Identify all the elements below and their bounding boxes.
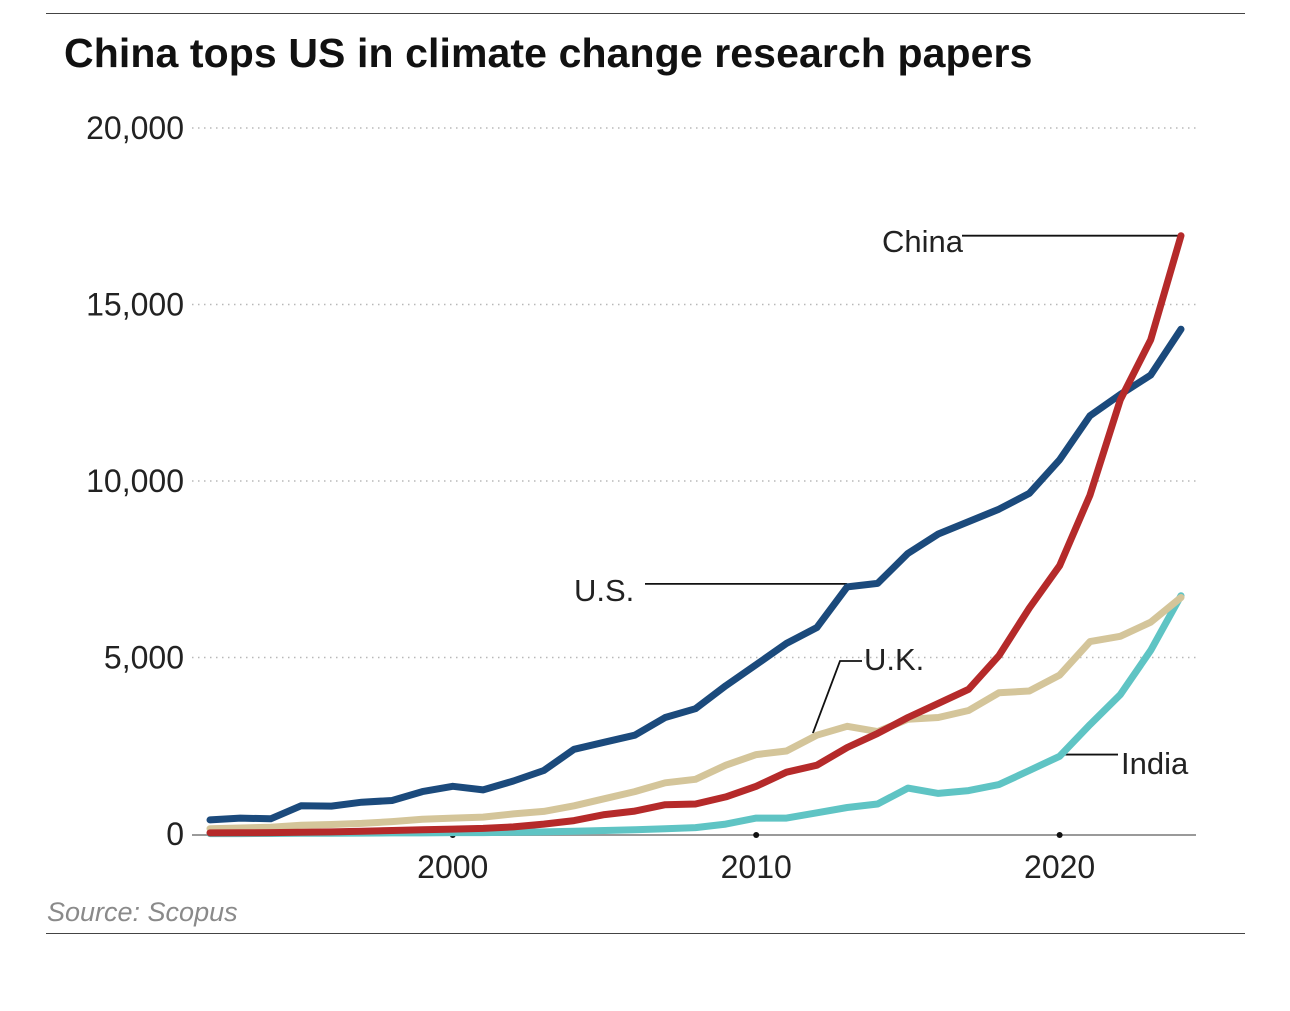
y-tick-label-0: 0: [166, 816, 184, 852]
leader-line-uk: [812, 660, 862, 734]
y-axis-tick-labels: 0 5,000 10,000 15,000 20,000: [86, 110, 184, 852]
x-axis-tick-labels: 2000 2010 2020: [417, 849, 1095, 885]
top-rule: [46, 13, 1245, 14]
gridlines: [192, 127, 1196, 659]
x-tick-label-2020: 2020: [1024, 849, 1095, 885]
bottom-rule: [46, 933, 1245, 934]
series-label-china: China: [882, 224, 964, 259]
series-lines: [206, 232, 1185, 838]
x-tick-label-2010: 2010: [721, 849, 792, 885]
y-tick-label-10000: 10,000: [86, 463, 184, 499]
series-line-us: [206, 325, 1185, 824]
source-note: Source: Scopus: [47, 897, 238, 927]
series-label-uk: U.K.: [864, 642, 924, 677]
label-leader-lines: [645, 234, 1181, 756]
series-line-china: [206, 232, 1185, 837]
series-line-uk: [206, 594, 1185, 833]
chart-title: China tops US in climate change research…: [64, 30, 1033, 76]
x-tick-mark-2020: [1056, 832, 1063, 838]
x-tick-mark-2010: [753, 832, 760, 838]
series-label-us: U.S.: [574, 573, 634, 608]
series-labels: China U.S. U.K. India: [574, 224, 1189, 781]
series-line-india: [206, 592, 1185, 838]
y-tick-label-20000: 20,000: [86, 110, 184, 146]
series-label-india: India: [1121, 746, 1189, 781]
y-tick-label-15000: 15,000: [86, 287, 184, 323]
x-tick-label-2000: 2000: [417, 849, 488, 885]
y-tick-label-5000: 5,000: [104, 640, 184, 676]
